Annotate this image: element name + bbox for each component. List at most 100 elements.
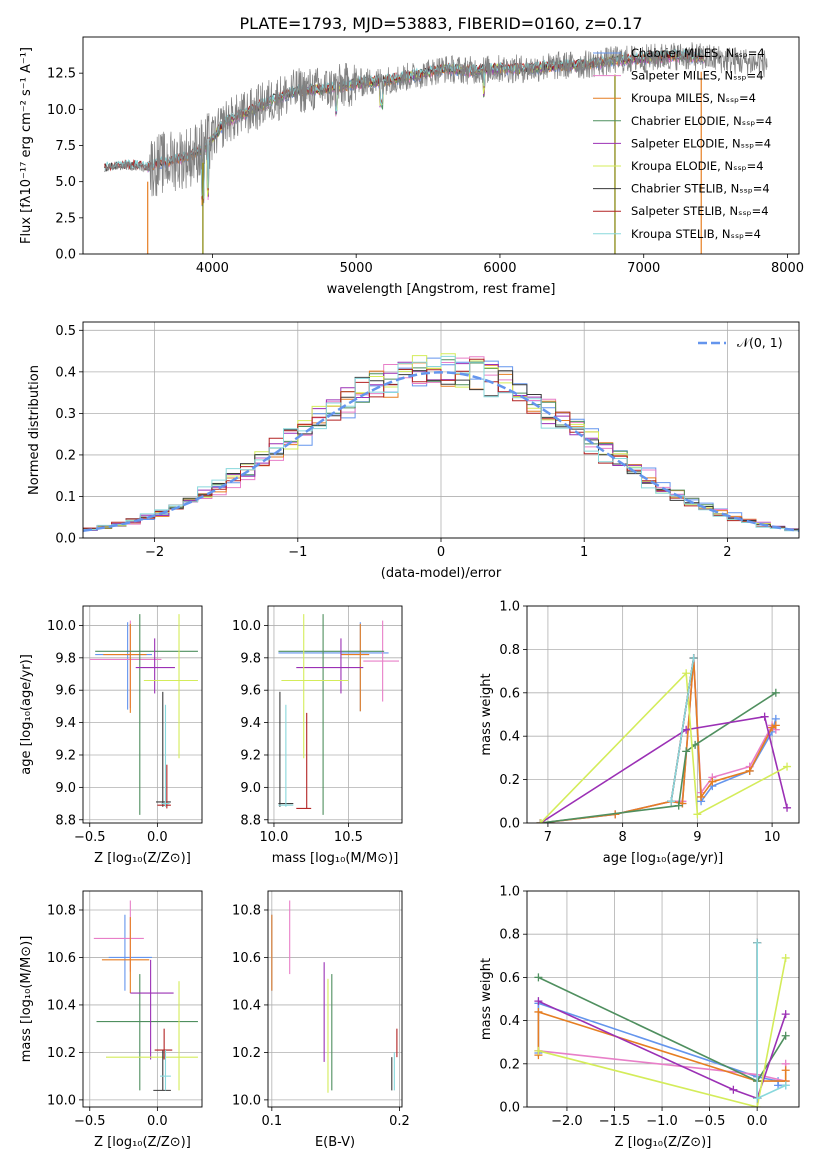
plus-marker [781,953,790,962]
x-tick-label: 0.0 [147,1114,168,1129]
observed-spectrum-line [104,42,768,197]
histogram-step-line [83,355,799,533]
weight-line [540,658,777,823]
y-tick-label: 10.6 [47,951,76,966]
age_vs_mass-panel: 10.0 10.5 8.8 9.0 9.2 9.4 9.6 9.8 10.0 mass [log₁… [232,605,403,866]
data-point [160,1050,171,1091]
y-tick-label: 0.2 [55,448,76,463]
spectrum-panel: 4000 5000 6000 7000 8000 0.0 2.5 5.0 7.5 10.0 12.5… [19,36,804,297]
age_vs_Z-grid [83,606,202,823]
x-tick-label: 2 [723,545,731,560]
mass_vs_EBV-panel: 0.1 0.2 10.0 10.2 10.4 10.6 10.8 E(B-V) [232,890,410,1150]
x-tick-label: −1.0 [646,1114,678,1129]
mass_weight_vs_age-plot-area [536,654,792,823]
plus-marker [783,803,792,812]
y-tick-label: 0.6 [499,971,520,986]
plus-marker [682,669,691,678]
plus-marker [689,654,698,663]
x-axis-label: E(B-V) [315,1135,355,1150]
residuals-panel: −2 −1 0 1 2 0.0 0.1 0.2 0.3 0.4 0.5 (data-model)/er… [27,321,800,581]
y-tick-label: 1.0 [499,885,520,900]
data-point [161,704,170,807]
x-tick-label: −0.5 [74,830,106,845]
y-tick-label: 8.8 [240,813,261,828]
legend-entry: Salpeter STELIB, Nₛₛₚ=4 [631,204,769,218]
plus-marker [781,1081,790,1090]
data-point [157,764,171,809]
x-tick-label: −1.5 [599,1114,631,1129]
x-tick-label: 10.5 [334,830,363,845]
y-tick-label: 7.5 [55,139,76,154]
age_vs_Z-plot-area [89,614,198,815]
data-point [130,959,174,1060]
x-tick-label: 0.0 [147,830,168,845]
plus-marker [534,973,543,982]
y-tick-label: 0.0 [499,1101,520,1116]
x-tick-label: −1 [288,545,307,560]
data-point [143,614,198,759]
plus-marker [697,792,706,801]
mass_vs_Z-plot-area [93,900,198,1091]
axes-frame [526,890,800,1108]
x-axis-label: Z [log₁₀(Z/Z⊙)] [615,1135,712,1150]
plus-marker [753,1103,762,1107]
legend-entry: Chabrier STELIB, Nₛₛₚ=4 [631,182,770,196]
y-tick-label: 0.8 [499,643,520,658]
y-axis-label: Normed distribution [27,365,42,495]
axes-frame [82,321,800,539]
y-tick-label: 10.4 [232,998,261,1013]
weight-line [538,1000,787,1100]
y-tick-label: 8.8 [55,813,76,828]
plus-marker [708,777,717,786]
plus-marker [753,938,762,947]
y-tick-label: 9.4 [55,716,76,731]
y-tick-label: 10.6 [232,951,261,966]
axes-frame [526,605,800,824]
x-tick-label: −0.5 [694,1114,726,1129]
y-tick-label: 9.0 [240,781,261,796]
mass_weight_vs_Z-panel: −2.0 −1.5 −1.0 −0.5 0.0 0.0 0.2 0.4 0.6 0.8 1.0 Z [… [479,885,800,1150]
y-tick-label: 9.2 [240,748,261,763]
mass_weight_vs_Z-plot-area [534,938,790,1107]
data-point [95,622,152,710]
x-tick-label: 0.0 [747,1114,768,1129]
y-tick-label: 2.5 [55,211,76,226]
x-tick-label: 10.0 [259,830,288,845]
plus-marker [536,819,545,823]
mass_vs_Z-panel: −0.5 0.0 10.0 10.2 10.4 10.6 10.8 Z [log₁₀(Z/Z⊙… [19,890,203,1150]
x-tick-label: 5000 [340,261,373,276]
x-tick-label: 7000 [627,261,660,276]
y-tick-label: 0.8 [499,928,520,943]
y-tick-label: 10.8 [47,903,76,918]
y-tick-label: 0.0 [55,532,76,547]
mass_vs_EBV-plot-area [271,900,398,1093]
y-tick-label: 0.4 [499,730,520,745]
plus-marker [781,1031,790,1040]
age_vs_Z-panel: −0.5 0.0 8.8 9.0 9.2 9.4 9.6 9.8 10.0 Z [log₁₀(Z/… [19,605,203,866]
y-tick-label: 0.1 [55,490,76,505]
legend-entry: Chabrier ELODIE, Nₛₛₚ=4 [631,114,772,128]
figure-title: PLATE=1793, MJD=53883, FIBERID=0160, z=0… [239,14,642,33]
plus-marker [760,712,769,721]
y-tick-label: 1.0 [499,600,520,615]
data-point [93,900,144,972]
x-tick-label: 0 [437,545,445,560]
legend-entry: Kroupa MILES, Nₛₛₚ=4 [631,91,756,105]
y-tick-label: 9.0 [55,781,76,796]
x-tick-label: 8000 [771,261,804,276]
legend-entry: 𝒩(0, 1) [737,335,783,350]
x-tick-label: 10 [764,830,781,845]
y-tick-label: 10.2 [47,1046,76,1061]
axes-frame [267,605,403,824]
legend-entry: Salpeter ELODIE, Nₛₛₚ=4 [631,136,771,150]
mass_vs_Z-grid [83,891,202,1107]
weight-line [539,671,788,823]
data-point [278,614,385,815]
plus-marker [674,801,683,810]
plus-marker [682,725,691,734]
y-tick-label: 0.3 [55,407,76,422]
y-tick-label: 10.0 [232,1093,261,1108]
data-point [363,620,400,702]
legend-entry: Salpeter MILES, Nₛₛₚ=4 [631,69,764,83]
